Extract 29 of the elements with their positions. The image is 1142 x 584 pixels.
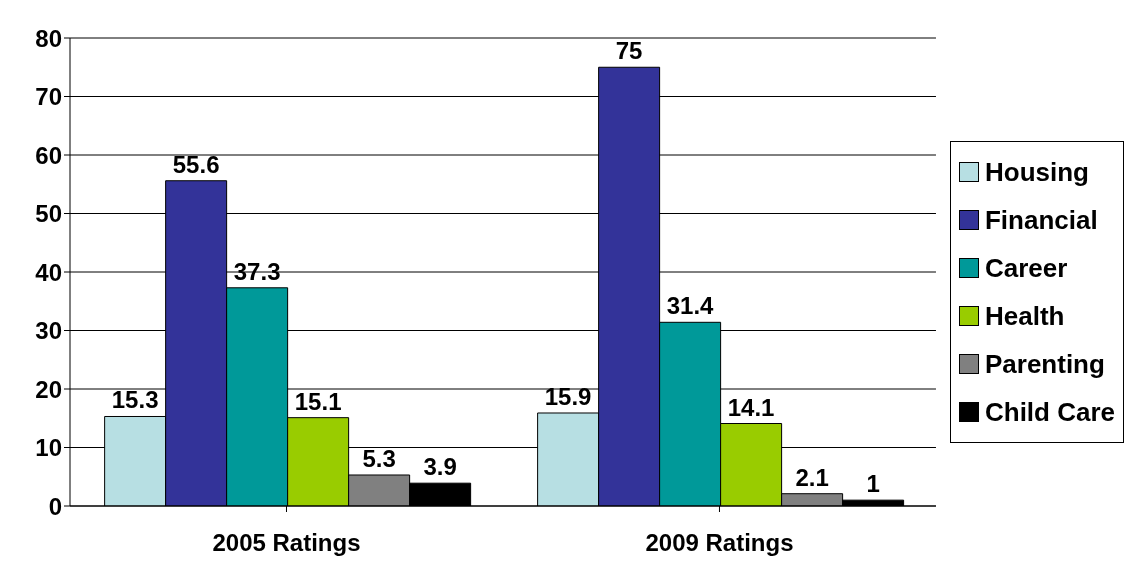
- y-tick-label: 10: [35, 434, 62, 462]
- y-tick-label: 30: [35, 317, 62, 345]
- data-label: 14.1: [727, 393, 775, 421]
- data-label: 5.3: [362, 444, 396, 472]
- data-label: 31.4: [666, 292, 715, 320]
- legend-label: Health: [984, 300, 1065, 332]
- data-label: 37.3: [233, 257, 281, 285]
- y-tick-label: 50: [35, 200, 62, 228]
- data-label: 15.1: [294, 387, 342, 415]
- y-tick-label: 20: [35, 375, 62, 403]
- legend-label: Housing: [984, 156, 1089, 188]
- data-label: 1: [866, 470, 880, 498]
- y-tick-label: 60: [35, 141, 62, 169]
- data-label: 75: [615, 37, 643, 65]
- y-tick-label: 70: [35, 83, 62, 111]
- legend-label: Financial: [984, 204, 1098, 236]
- y-tick-label: 0: [48, 492, 62, 520]
- y-tick-label: 80: [35, 24, 62, 52]
- y-tick-label: 40: [35, 258, 62, 286]
- data-label: 55.6: [172, 150, 220, 178]
- legend-label: Child Care: [984, 396, 1115, 428]
- x-tick-label: 2009 Ratings: [645, 529, 794, 557]
- legend-label: Parenting: [984, 348, 1105, 380]
- legend-label: Career: [984, 252, 1068, 284]
- data-label: 3.9: [423, 453, 457, 481]
- data-label: 15.3: [111, 386, 159, 414]
- data-label: 15.9: [544, 382, 592, 410]
- data-label: 2.1: [795, 463, 829, 491]
- x-tick-label: 2005 Ratings: [212, 529, 361, 557]
